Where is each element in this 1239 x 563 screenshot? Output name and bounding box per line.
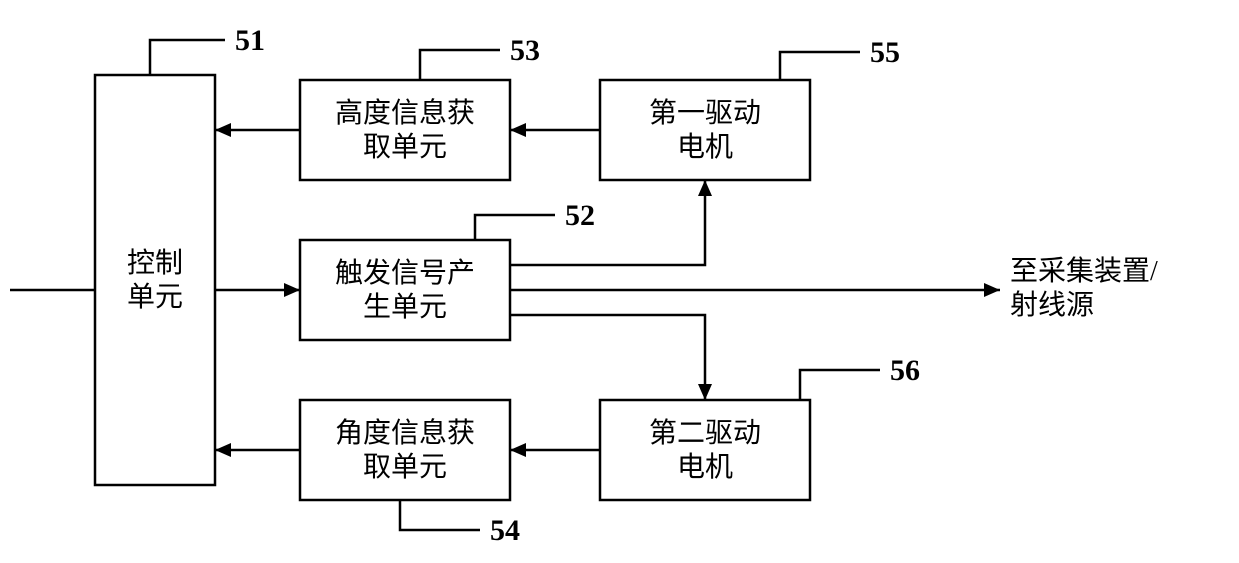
node-55-line0: 第一驱动 bbox=[649, 97, 761, 129]
node-52-line0: 触发信号产 bbox=[335, 257, 475, 289]
output-label-line1: 射线源 bbox=[1010, 289, 1094, 321]
callout-53-label: 53 bbox=[510, 34, 540, 67]
node-53-line0: 高度信息获 bbox=[335, 97, 475, 129]
callout-55-label: 55 bbox=[870, 36, 900, 69]
callout-52: 52 bbox=[475, 199, 595, 240]
node-54: 角度信息获取单元 bbox=[300, 400, 510, 500]
callout-55: 55 bbox=[780, 36, 900, 80]
node-56: 第二驱动电机 bbox=[600, 400, 810, 500]
edge-n56-to-n54 bbox=[510, 443, 600, 457]
callout-52-label: 52 bbox=[565, 199, 595, 232]
callout-51-label: 51 bbox=[235, 24, 265, 57]
edge-n51-to-n52 bbox=[215, 283, 300, 297]
node-52: 触发信号产生单元 bbox=[300, 240, 510, 340]
block-diagram: 控制单元高度信息获取单元触发信号产生单元角度信息获取单元第一驱动电机第二驱动电机… bbox=[0, 0, 1239, 563]
node-51: 控制单元 bbox=[95, 75, 215, 485]
node-56-line0: 第二驱动 bbox=[649, 417, 761, 449]
callout-56: 56 bbox=[800, 354, 920, 400]
node-55-line1: 电机 bbox=[677, 131, 733, 163]
edge-n55-to-n53 bbox=[510, 123, 600, 137]
node-54-line1: 取单元 bbox=[363, 451, 447, 483]
callout-54-label: 54 bbox=[490, 514, 520, 547]
node-52-line1: 生单元 bbox=[363, 291, 447, 323]
callout-54: 54 bbox=[400, 500, 520, 547]
callout-56-label: 56 bbox=[890, 354, 920, 387]
edge-n52-to-n56 bbox=[510, 315, 712, 400]
output-label-line0: 至采集装置/ bbox=[1010, 255, 1158, 287]
edge-n52-to-out bbox=[510, 283, 1000, 297]
node-54-line0: 角度信息获 bbox=[335, 417, 475, 449]
node-53-line1: 取单元 bbox=[363, 131, 447, 163]
callout-51: 51 bbox=[150, 24, 265, 75]
node-55: 第一驱动电机 bbox=[600, 80, 810, 180]
node-56-line1: 电机 bbox=[677, 451, 733, 483]
callout-53: 53 bbox=[420, 34, 540, 80]
edge-n52-to-n55 bbox=[510, 180, 712, 265]
node-51-line0: 控制 bbox=[127, 247, 183, 279]
output-label: 至采集装置/射线源 bbox=[1010, 255, 1158, 321]
node-51-line1: 单元 bbox=[127, 281, 183, 313]
edge-n54-to-n51 bbox=[215, 443, 300, 457]
edge-n53-to-n51 bbox=[215, 123, 300, 137]
node-53: 高度信息获取单元 bbox=[300, 80, 510, 180]
